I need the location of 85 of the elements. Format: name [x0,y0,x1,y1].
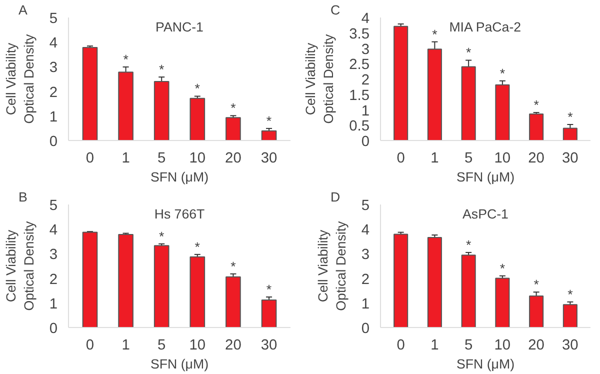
y-tick-label: 2 [49,272,58,288]
x-tick-label: 20 [528,338,544,354]
y-tick-label: 0 [49,321,58,337]
x-tick-label: 1 [430,150,439,166]
x-axis-title: SFN (μM) [150,170,209,184]
y-tick-label: 4 [361,222,370,239]
chart-title: PANC-1 [156,20,204,34]
x-tick-label: 5 [464,338,473,354]
y-tick-label: 0 [49,134,58,150]
x-tick-label: 10 [494,150,511,166]
x-tick-label: 30 [562,338,578,354]
annotation: * [194,81,200,96]
chart-title: AsPC-1 [462,206,508,222]
x-tick-label: 1 [122,150,130,166]
x-tick-label: 20 [225,338,242,354]
x-tick-label: 0 [396,150,405,166]
annotation: * [159,62,164,78]
x-tick-label: 10 [494,338,511,354]
y-axis-title: Cell Viability Optical Density [3,34,36,124]
y-tick-label: 0 [361,321,370,337]
y-tick-label: 0 [361,134,370,150]
chart-title: MIA PaCa-2 [449,20,522,34]
annotation: * [466,45,472,60]
annotation: * [500,260,506,276]
y-axis-title: Cell Viability Optical Density [315,220,348,311]
annotation: * [266,282,272,297]
x-tick-label: 20 [528,150,544,166]
y-tick-label: 3.5 [349,26,370,42]
x-tick-label: 30 [260,338,278,354]
y-axis-title: Cell Viability Optical Density [3,220,36,311]
x-tick-label: 1 [430,338,439,354]
y-tick-label: 1 [361,103,370,120]
annotation: * [466,237,472,252]
x-tick-label: 1 [122,338,130,354]
x-tick-label: 20 [225,150,242,166]
y-tick-label: 3 [361,42,370,58]
text: A [18,2,28,18]
y-tick-label: 3 [49,60,58,76]
text: C [330,2,340,18]
x-tick-label: 0 [396,338,405,354]
annotation: * [534,277,539,292]
y-tick-label: 4 [49,36,58,52]
y-tick-label: 1 [49,296,58,312]
y-axis-title: Cell Viability Optical Density [303,34,336,124]
x-tick-label: 5 [158,338,166,354]
annotation: * [194,239,200,254]
annotation: * [123,52,128,67]
y-tick-label: 3 [361,247,370,264]
annotation: * [230,100,236,116]
annotation: * [230,258,236,274]
y-tick-label: 1.5 [349,88,370,104]
y-tick-label: 0.5 [349,118,370,135]
y-tick-label: 5 [49,198,58,214]
y-tick-label: 2 [361,72,370,88]
y-tick-label: 2 [49,84,58,101]
y-tick-label: 4 [361,11,370,27]
y-tick-label: 5 [49,11,58,27]
y-tick-label: 2.5 [349,57,370,74]
x-tick-label: 30 [260,150,278,166]
text: D [330,190,340,204]
chart-title: Hs 766T [154,206,205,222]
x-axis-title: SFN (μM) [150,356,209,372]
annotation: * [500,66,506,81]
y-tick-label: 1 [49,109,58,126]
annotation: * [534,98,539,113]
x-axis-title: SFN (μM) [456,356,515,372]
x-tick-label: 30 [562,150,578,166]
annotation: * [568,110,573,125]
x-tick-label: 5 [158,150,166,166]
y-tick-label: 2 [361,272,370,288]
x-tick-label: 0 [86,338,94,354]
x-tick-label: 10 [189,150,206,166]
annotation: * [568,286,573,302]
x-tick-label: 5 [464,150,473,166]
text: B [18,190,28,204]
x-axis-title: SFN (μM) [456,170,515,184]
y-tick-label: 4 [49,222,58,239]
x-tick-label: 10 [189,338,206,354]
y-tick-label: 1 [361,296,370,312]
annotation: * [432,26,438,42]
annotation: * [159,228,164,244]
y-tick-label: 3 [49,247,58,264]
x-tick-label: 0 [86,150,94,166]
y-tick-label: 5 [361,198,370,214]
annotation: * [266,113,272,128]
